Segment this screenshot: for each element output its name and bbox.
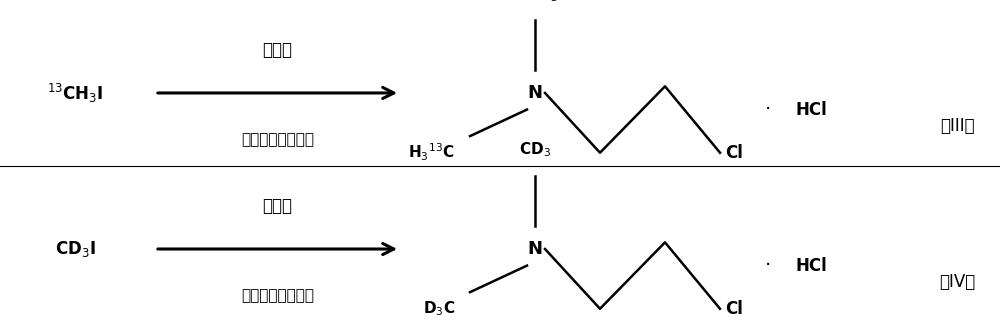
Text: CD$_3$I: CD$_3$I [55,239,95,259]
Text: 碱缩合剂，催化剂: 碱缩合剂，催化剂 [241,288,314,303]
Text: D$_3$C: D$_3$C [423,299,455,318]
Text: HCl: HCl [795,101,827,119]
Text: 氯丙胺: 氯丙胺 [262,197,292,215]
Text: $^{13}$CH$_3$: $^{13}$CH$_3$ [512,0,558,4]
Text: 碱缩合剂，催化剂: 碱缩合剂，催化剂 [241,132,314,147]
Text: N: N [528,84,542,102]
Text: HCl: HCl [795,257,827,275]
Text: Cl: Cl [725,144,743,162]
Text: N: N [528,240,542,258]
Text: （III）: （III） [940,117,975,135]
Text: $^{13}$CH$_3$I: $^{13}$CH$_3$I [47,81,103,105]
Text: （IV）: （IV） [939,273,975,291]
Text: Cl: Cl [725,300,743,318]
Text: ·: · [765,256,771,275]
Text: ·: · [765,100,771,119]
Text: 氯丙胺: 氯丙胺 [262,41,292,59]
Text: CD$_3$: CD$_3$ [519,140,551,159]
Text: H$_3$$^{13}$C: H$_3$$^{13}$C [408,142,455,163]
